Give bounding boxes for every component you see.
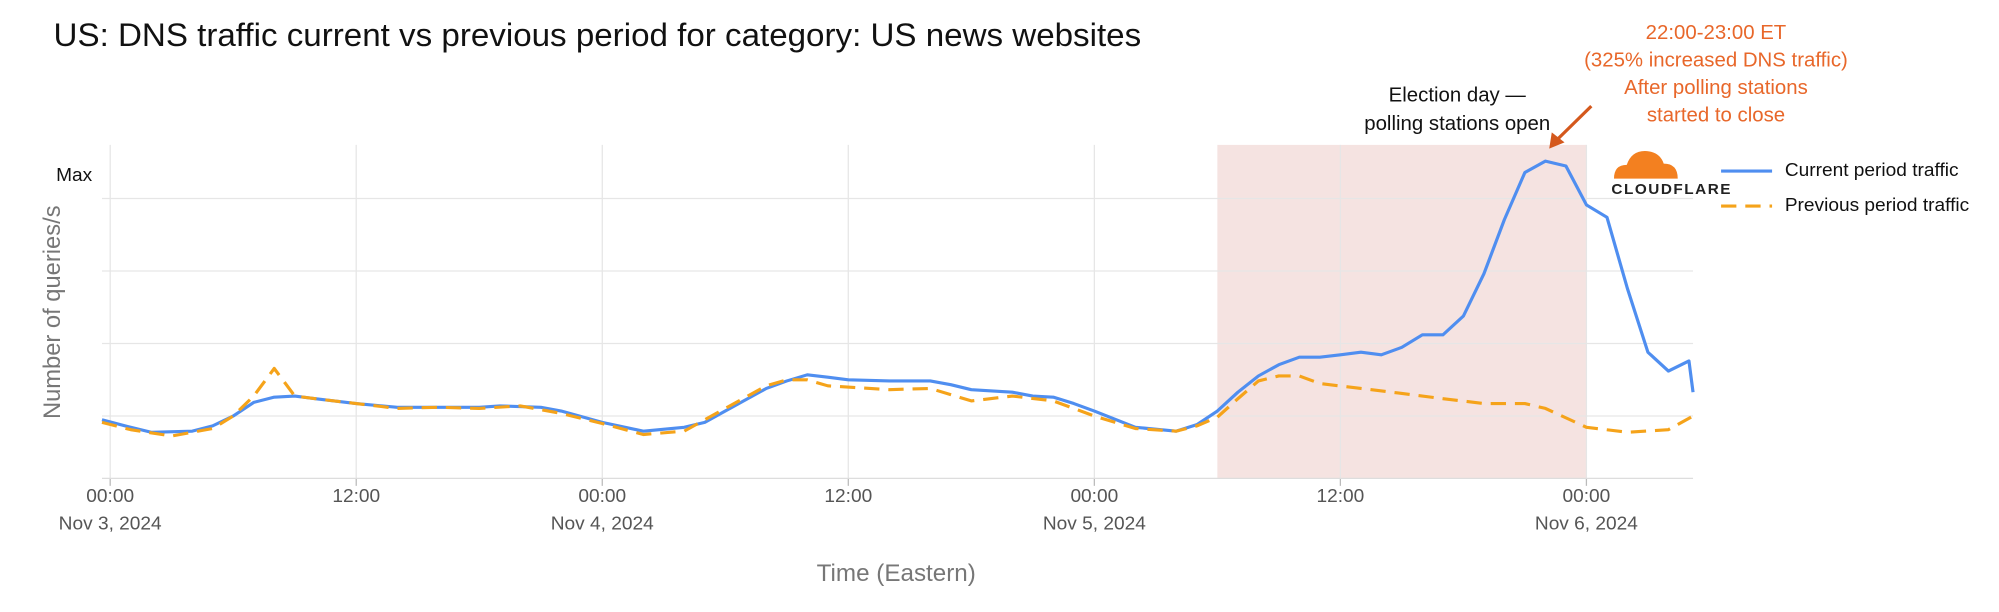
x-tick-label: 12:00	[332, 486, 380, 507]
y-axis-label: Number of queries/s	[39, 205, 66, 419]
annotation-arrowhead	[1549, 132, 1565, 149]
x-tick-label: Nov 4, 2024	[551, 514, 654, 535]
x-tick-label: Nov 3, 2024	[59, 514, 162, 535]
x-tick-label: 12:00	[1316, 486, 1364, 507]
legend-label: Current period traffic	[1785, 160, 1959, 181]
x-tick-label: 00:00	[578, 486, 626, 507]
highlight-label: polling stations open	[1364, 113, 1550, 135]
x-tick-label: 00:00	[1070, 486, 1118, 507]
x-tick-label: 00:00	[1563, 486, 1611, 507]
x-tick-label: Nov 6, 2024	[1535, 514, 1638, 535]
highlight-region	[1217, 144, 1587, 479]
logo-text: CLOUDFLARE	[1611, 181, 1732, 198]
x-axis-label: Time (Eastern)	[817, 560, 976, 587]
annotation-text: After polling stations	[1624, 77, 1808, 99]
x-tick-label: Nov 5, 2024	[1043, 514, 1146, 535]
x-tick-label: 12:00	[824, 486, 872, 507]
annotation-text: (325% increased DNS traffic)	[1584, 50, 1848, 72]
chart-title: US: DNS traffic current vs previous peri…	[54, 16, 1142, 53]
x-tick-label: 00:00	[86, 486, 134, 507]
annotation-text: 22:00-23:00 ET	[1646, 22, 1787, 44]
logo: CLOUDFLARE	[1611, 151, 1732, 198]
highlight-label: Election day —	[1389, 85, 1527, 107]
logo-cloud	[1613, 151, 1678, 179]
annotation-arrow	[1555, 105, 1593, 141]
series-line	[101, 366, 1694, 438]
legend-label: Previous period traffic	[1785, 195, 1969, 216]
y-tick-label: Max	[56, 165, 93, 186]
annotation-text: started to close	[1647, 105, 1785, 127]
